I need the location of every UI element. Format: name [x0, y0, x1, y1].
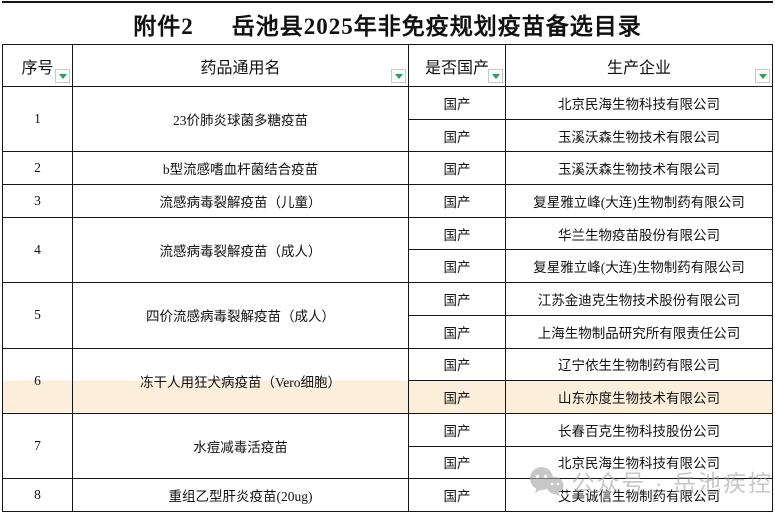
- serial-cell[interactable]: 8: [2, 478, 73, 512]
- drug-name-cell[interactable]: 水痘减毒活疫苗: [72, 412, 409, 480]
- manufacturer-cell[interactable]: 北京民海生物科技有限公司: [505, 445, 773, 480]
- origin-cell[interactable]: 国产: [408, 445, 506, 480]
- manufacturer-cell[interactable]: 玉溪沃森生物技术有限公司: [505, 151, 773, 186]
- drug-name-cell[interactable]: 冻干人用狂犬病疫苗（Vero细胞）: [72, 347, 409, 414]
- origin-cell[interactable]: 国产: [408, 478, 506, 512]
- manufacturer-cell[interactable]: 玉溪沃森生物技术有限公司: [505, 118, 773, 153]
- origin-cell[interactable]: 国产: [408, 412, 506, 447]
- drug-name-cell[interactable]: 四价流感病毒裂解疫苗（成人）: [72, 282, 409, 349]
- drug-name-cell[interactable]: b型流感嗜血杆菌结合疫苗: [72, 151, 409, 186]
- column-header-label: 生产企业: [606, 59, 671, 77]
- drug-name-cell[interactable]: 重组乙型肝炎疫苗(20ug): [72, 478, 409, 512]
- origin-cell[interactable]: 国产: [408, 184, 506, 218]
- table-row: 7 水痘减毒活疫苗 国产 长春百克生物科技股份公司: [2, 412, 773, 480]
- table-row: 6 冻干人用狂犬病疫苗（Vero细胞） 国产 辽宁依生生物制药有限公司: [2, 347, 773, 414]
- drug-name-cell[interactable]: 23价肺炎球菌多糖疫苗: [72, 85, 409, 153]
- manufacturer-cell[interactable]: 复星雅立峰(大连)生物制药有限公司: [505, 249, 773, 284]
- origin-cell[interactable]: 国产: [408, 86, 506, 120]
- manufacturer-cell[interactable]: 艾美诚信生物制药有限公司: [505, 478, 773, 512]
- attachment-label: 附件2: [133, 13, 194, 39]
- origin-cell[interactable]: 国产: [408, 216, 506, 251]
- manufacturer-cell[interactable]: 北京民海生物科技有限公司: [505, 86, 773, 120]
- column-header-label: 序号: [21, 59, 54, 77]
- vaccine-table-body: 1 23价肺炎球菌多糖疫苗 国产 北京民海生物科技有限公司 国产 玉溪沃森生物技术有限公司…: [2, 85, 773, 512]
- header-row: 序号 药品通用名 是否国产 生产企业: [2, 44, 773, 87]
- origin-cell[interactable]: 国产: [408, 282, 506, 316]
- vaccine-table: 序号 药品通用名 是否国产 生产企业 1 23价肺炎球菌多糖疫苗 国产 北京民海生物科…: [2, 44, 773, 512]
- drug-name-cell[interactable]: 流感病毒裂解疫苗（儿童）: [72, 184, 409, 218]
- filter-dropdown-button[interactable]: [488, 69, 503, 83]
- manufacturer-cell[interactable]: 长春百克生物科技股份公司: [505, 412, 773, 447]
- column-header-label: 是否国产: [424, 59, 489, 77]
- column-header-label: 药品通用名: [200, 59, 281, 77]
- serial-cell[interactable]: 3: [2, 184, 73, 218]
- origin-cell[interactable]: 国产: [408, 249, 506, 284]
- manufacturer-cell[interactable]: 华兰生物疫苗股份有限公司: [505, 216, 773, 251]
- manufacturer-cell[interactable]: 山东亦度生物技术有限公司: [505, 380, 773, 414]
- column-header-serial[interactable]: 序号: [2, 44, 73, 87]
- origin-cell[interactable]: 国产: [408, 380, 506, 414]
- manufacturer-cell[interactable]: 江苏金迪克生物技术股份有限公司: [505, 282, 773, 316]
- page-title: 岳池县2025年非免疫规划疫苗备选目录: [231, 13, 642, 39]
- chevron-down-icon: [394, 73, 403, 79]
- chevron-down-icon: [58, 73, 67, 79]
- serial-cell[interactable]: 4: [2, 216, 73, 284]
- table-row: 国产 山东亦度生物技术有限公司: [3, 380, 773, 414]
- serial-cell[interactable]: 1: [2, 85, 73, 153]
- serial-cell[interactable]: 7: [2, 412, 73, 480]
- table-row: 4 流感病毒裂解疫苗（成人） 国产 华兰生物疫苗股份有限公司: [2, 216, 773, 284]
- origin-cell[interactable]: 国产: [408, 314, 506, 349]
- page-title-bar: 附件2 岳池县2025年非免疫规划疫苗备选目录: [2, 3, 773, 44]
- filter-dropdown-button[interactable]: [755, 69, 770, 83]
- top-border-line: [2, 1, 773, 3]
- serial-cell[interactable]: 5: [2, 282, 73, 349]
- table-row: 国产 玉溪沃森生物技术有限公司: [3, 118, 773, 153]
- column-header-manufacturer[interactable]: 生产企业: [505, 44, 773, 87]
- chevron-down-icon: [491, 73, 500, 79]
- origin-cell[interactable]: 国产: [408, 151, 506, 186]
- table-row: 5 四价流感病毒裂解疫苗（成人） 国产 江苏金迪克生物技术股份有限公司: [2, 282, 773, 349]
- column-header-domestic[interactable]: 是否国产: [408, 44, 506, 87]
- table-row: 1 23价肺炎球菌多糖疫苗 国产 北京民海生物科技有限公司: [2, 85, 773, 153]
- origin-cell[interactable]: 国产: [408, 347, 506, 382]
- table-row: 3 流感病毒裂解疫苗（儿童） 国产 复星雅立峰(大连)生物制药有限公司: [2, 184, 773, 218]
- manufacturer-cell[interactable]: 辽宁依生生物制药有限公司: [505, 347, 773, 382]
- serial-cell[interactable]: 6: [2, 347, 73, 414]
- manufacturer-cell[interactable]: 上海生物制品研究所有限责任公司: [505, 314, 773, 349]
- table-row: 国产 复星雅立峰(大连)生物制药有限公司: [3, 249, 773, 284]
- column-header-drug-name[interactable]: 药品通用名: [72, 44, 409, 87]
- manufacturer-cell[interactable]: 复星雅立峰(大连)生物制药有限公司: [505, 184, 773, 218]
- filter-dropdown-button[interactable]: [391, 69, 406, 83]
- table-row: 2 b型流感嗜血杆菌结合疫苗 国产 玉溪沃森生物技术有限公司: [2, 151, 773, 186]
- table-row: 8 重组乙型肝炎疫苗(20ug) 国产 艾美诚信生物制药有限公司: [2, 478, 773, 512]
- filter-dropdown-button[interactable]: [55, 69, 70, 83]
- origin-cell[interactable]: 国产: [408, 118, 506, 153]
- chevron-down-icon: [758, 73, 767, 79]
- table-row: 国产 上海生物制品研究所有限责任公司: [3, 314, 773, 349]
- serial-cell[interactable]: 2: [2, 151, 73, 186]
- drug-name-cell[interactable]: 流感病毒裂解疫苗（成人）: [72, 216, 409, 284]
